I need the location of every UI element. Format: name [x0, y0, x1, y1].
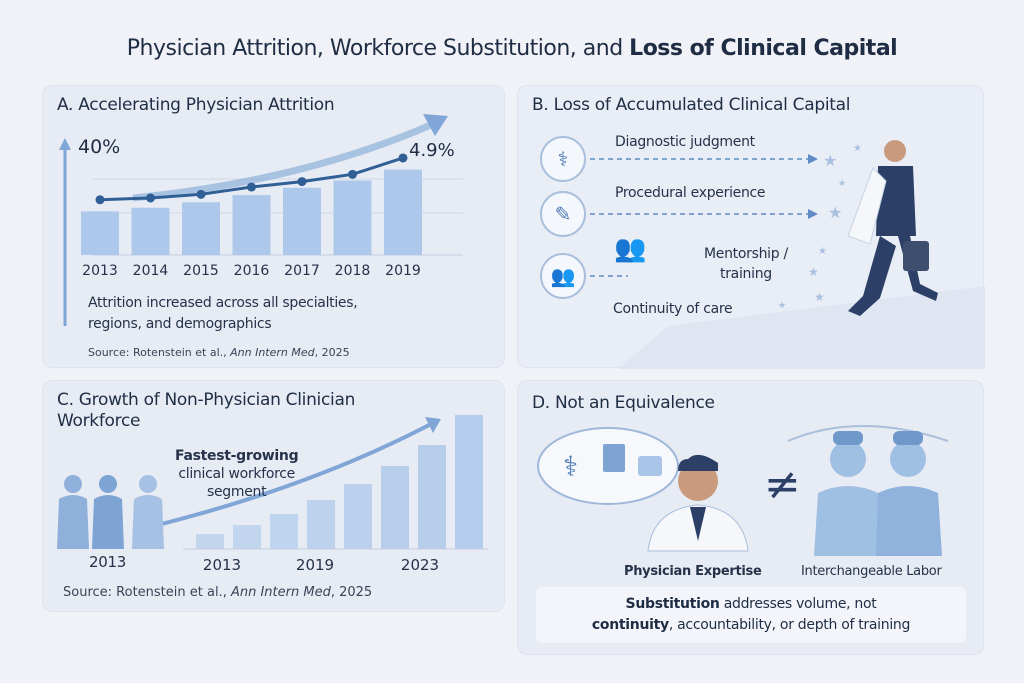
trend-arrowhead	[423, 114, 448, 136]
x-tick-label: 2019	[385, 263, 421, 279]
bar-2017	[283, 187, 321, 255]
line-point-2018	[348, 169, 357, 179]
growth-bar-4	[307, 500, 335, 549]
x-tick-label: 2015	[183, 263, 219, 279]
worker-body-1	[57, 495, 89, 549]
line-point-2017	[297, 177, 307, 187]
panel-c-source: Source: Rotenstein et al., Ann Intern Me…	[63, 585, 373, 600]
growth-bar-1	[196, 534, 224, 549]
x-tick-label: 2016	[234, 263, 270, 279]
item-procedural-experience: Procedural experience	[615, 185, 766, 201]
growth-chart: 2013 2019 2023	[57, 415, 488, 574]
left-year-label: 2013	[89, 553, 126, 571]
growth-bar-5	[344, 484, 372, 549]
bar-2015	[182, 202, 220, 255]
line-point-2019	[398, 153, 408, 163]
panel-d-heading: D. Not an Equivalence	[532, 393, 715, 413]
panel-a-heading: A. Accelerating Physician Attrition	[57, 95, 335, 115]
item-diagnostic-judgment: Diagnostic judgment	[615, 134, 755, 150]
caduceus-icon: ⚕	[540, 136, 586, 182]
arc-decoration	[787, 425, 949, 442]
svg-text:★: ★	[808, 265, 819, 279]
worker-head-2	[99, 475, 117, 493]
y-axis-arrowhead	[59, 138, 71, 150]
line-point-2014	[146, 193, 155, 203]
bar-2013	[81, 211, 119, 255]
item-continuity-of-care: Continuity of care	[613, 301, 733, 317]
end-value-label: 4.9%	[409, 140, 455, 161]
x-tick-label: 2014	[133, 263, 169, 279]
line-point-2016	[247, 182, 256, 192]
growth-bar-3	[270, 514, 298, 549]
growth-bar-2	[233, 525, 261, 549]
bar-2018	[333, 180, 372, 255]
panel-a-source: Source: Rotenstein et al., Ann Intern Me…	[88, 346, 350, 359]
panel-clinical-capital: B. Loss of Accumulated Clinical Capital …	[517, 85, 985, 369]
y-top-label: 40%	[78, 136, 120, 158]
growth-arrow	[132, 421, 434, 533]
panel-b-heading: B. Loss of Accumulated Clinical Capital	[532, 95, 851, 115]
chart-icon	[603, 444, 625, 472]
item-mentorship-training: Mentorship / training	[704, 246, 788, 282]
growth-bar-6	[381, 466, 409, 549]
panel-c-heading: C. Growth of Non-Physician Clinician Work…	[57, 390, 356, 431]
physician-expertise-label: Physician Expertise	[624, 564, 762, 579]
svg-text:★: ★	[818, 246, 827, 257]
worker-head-3	[139, 475, 157, 493]
x-tick-label: 2017	[284, 263, 320, 279]
caduceus-icon: ⚕	[563, 450, 578, 483]
worker-body-2	[92, 495, 124, 549]
x-tick-label: 2018	[335, 263, 371, 279]
worker-head-1	[64, 475, 82, 493]
summary-box: Substitution addresses volume, not conti…	[536, 587, 966, 643]
panel-attrition: A. Accelerating Physician Attrition 40% 2…	[42, 85, 505, 368]
svg-text:★: ★	[828, 203, 842, 222]
x-tick-label: 2019	[296, 556, 334, 574]
surgical-tools-icon: ✎	[540, 191, 586, 237]
page-title: Physician Attrition, Workforce Substitut…	[126, 36, 898, 61]
physician-figure	[647, 454, 749, 552]
attrition-chart: 40% 2013 2014 2015 2016 2017 2018 2019 4.9%	[59, 114, 463, 326]
svg-text:★: ★	[853, 143, 862, 154]
clinical-capital-graphic: ★★★ ★★★ ★★★	[590, 140, 985, 369]
growth-arrowhead	[425, 417, 441, 433]
svg-text:★: ★	[838, 179, 846, 189]
x-tick-label: 2023	[401, 556, 439, 574]
svg-text:★: ★	[778, 301, 786, 311]
trend-arrow	[132, 120, 435, 202]
stars-decoration: ★★★ ★★★ ★★★	[778, 143, 862, 329]
x-tick-label: 2013	[82, 263, 118, 279]
growth-bar-7	[418, 445, 446, 549]
interchangeable-labor-label: Interchangeable Labor	[801, 564, 942, 579]
svg-text:★: ★	[814, 290, 825, 304]
bar-2019	[384, 169, 422, 255]
panel-nonphysician-growth: C. Growth of Non-Physician Clinician Work…	[42, 380, 505, 612]
panel-a-note: Attrition increased across all specialti…	[88, 295, 358, 332]
equivalence-graphic: ⚕	[537, 425, 949, 556]
not-equal-sign: ≠	[764, 459, 801, 510]
callout: Fastest-growing clinical workforce segment	[175, 448, 299, 500]
clinicians-icon: 👥	[540, 253, 586, 299]
walking-physician-figure	[847, 140, 938, 316]
line-point-2013	[95, 195, 105, 205]
x-tick-label: 2013	[203, 556, 241, 574]
bar-2014	[131, 207, 170, 255]
floor-shadow	[618, 286, 985, 369]
interchangeable-workers-figure	[814, 431, 942, 556]
worker-body-3	[132, 495, 164, 549]
panel-not-equivalence: D. Not an Equivalence ⚕ ≠ Physician Expe…	[517, 380, 984, 655]
bar-2016	[232, 195, 271, 255]
mentorship-icon: 👥	[614, 234, 647, 264]
line-point-2015	[196, 189, 206, 199]
monitor-icon	[638, 456, 662, 476]
svg-text:★: ★	[823, 151, 837, 170]
growth-bar-8	[455, 415, 483, 549]
